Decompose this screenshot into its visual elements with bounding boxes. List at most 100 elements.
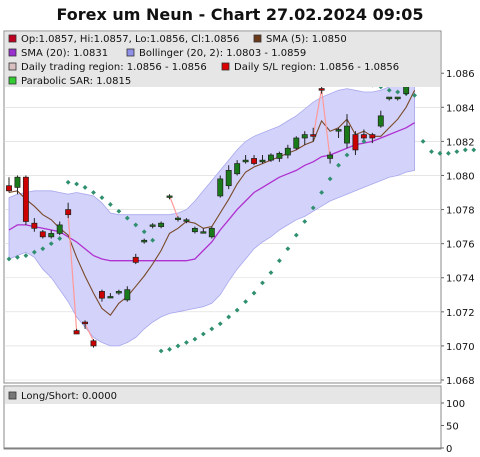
y-tick-label: 1.068 (446, 376, 475, 387)
candle-body (166, 195, 173, 198)
candle-body (234, 163, 241, 175)
candle-body (208, 227, 215, 238)
sar-marker (99, 195, 105, 201)
gap-link (84, 323, 95, 342)
bollinger-band (8, 74, 415, 347)
legend-swatch (8, 76, 17, 85)
legend-label: SMA (5): 1.0850 (266, 34, 347, 45)
sar-marker (327, 176, 333, 182)
candle-body (301, 134, 308, 139)
candle-body (56, 224, 63, 234)
candle-body (394, 96, 401, 100)
sar-marker (462, 147, 468, 153)
candle-body (191, 227, 198, 233)
y-tick-label: 1.080 (446, 171, 475, 182)
candle-body (369, 134, 376, 139)
legend: Op:1.0857, Hi:1.0857, Lo:1.0856, Cl:1.08… (5, 32, 440, 87)
candle-body (251, 158, 257, 164)
gap-link (168, 195, 179, 219)
sar-marker (184, 340, 189, 345)
sar-marker (386, 87, 392, 93)
candle-body (403, 86, 410, 95)
candle-body (293, 137, 300, 149)
candle-body (268, 154, 274, 161)
sar-marker (285, 246, 291, 252)
y-tick-label: 1.082 (446, 137, 475, 148)
candle-body (48, 233, 55, 238)
gap-link (67, 214, 78, 331)
candle-body (90, 340, 97, 347)
candle-body (183, 219, 190, 222)
sar-marker (200, 331, 206, 337)
candle-body (377, 115, 384, 127)
sar-marker (91, 190, 96, 195)
sar-marker (454, 149, 460, 155)
sar-marker (302, 219, 308, 224)
candle-body (39, 231, 46, 238)
candle-body (318, 88, 325, 91)
candle-body (175, 217, 181, 220)
legend-label: Parabolic SAR: 1.0815 (21, 76, 131, 87)
candle-body (158, 222, 165, 227)
candle-body (259, 159, 266, 163)
candle-body (141, 239, 148, 243)
candle-body (276, 152, 283, 159)
sar-marker (310, 205, 316, 211)
legend-swatch (8, 34, 17, 43)
legend-label: SMA (20): 1.0831 (21, 48, 108, 59)
sar-marker (217, 321, 223, 327)
sar-marker (243, 299, 249, 305)
candle-body (200, 231, 207, 234)
candle-body (284, 147, 291, 156)
y-tick-label: 1.074 (446, 274, 475, 285)
sar-marker (31, 249, 37, 255)
y-tick-label: 1.076 (446, 240, 475, 251)
y-tick-label: 1.084 (446, 103, 475, 114)
sar-marker (420, 138, 426, 144)
legend-background (5, 32, 440, 87)
sar-marker (344, 152, 350, 158)
candle-body (6, 185, 12, 192)
gap-links (67, 88, 331, 342)
legend-swatch (8, 48, 17, 57)
candle-body (225, 170, 232, 187)
legend-label: Daily trading region: 1.0856 - 1.0856 (21, 62, 207, 73)
candle-body (14, 176, 21, 188)
sub-y-tick-label: 100 (446, 399, 465, 410)
candle-body (73, 330, 80, 335)
candle-body (335, 129, 342, 132)
candle-body (31, 222, 38, 229)
sar-marker (319, 190, 325, 195)
y-axis: 1.068 1.070 1.072 1.074 1.076 1.078 1.080 1.082… (441, 69, 475, 387)
candle-body (22, 176, 29, 222)
long-short-indicator: Long/Short: 0.0000 (4, 387, 441, 449)
sub-y-tick-label: 50 (446, 422, 459, 433)
gap-link (321, 90, 331, 159)
sar-marker (158, 348, 164, 354)
candle-body (65, 209, 72, 216)
candle-body (132, 256, 139, 263)
sar-marker (437, 150, 443, 156)
y-tick-label: 1.070 (446, 342, 475, 353)
sar-marker (167, 346, 172, 352)
sub-legend-swatch (8, 391, 17, 400)
legend-swatch (221, 62, 230, 71)
chart-title: Forex um Neun - Chart 27.02.2024 09:05 (56, 5, 423, 24)
candle-body (310, 134, 317, 137)
sar-marker (445, 150, 451, 156)
candle-body (82, 321, 88, 325)
legend-label: Bollinger (20, 2): 1.0803 - 1.0859 (139, 48, 306, 59)
candle-body (98, 291, 105, 299)
sar-marker (175, 343, 181, 349)
sar-marker (116, 208, 122, 214)
sar-marker (471, 147, 477, 153)
y-tick-label: 1.086 (446, 69, 475, 80)
legend-swatch (253, 34, 262, 43)
y-tick-label: 1.078 (446, 206, 475, 217)
candle-body (344, 125, 350, 144)
candle-body (124, 289, 131, 301)
candle-body (217, 178, 224, 197)
legend-label: Daily S/L region: 1.0856 - 1.0856 (234, 62, 399, 73)
sar-marker (226, 314, 232, 320)
